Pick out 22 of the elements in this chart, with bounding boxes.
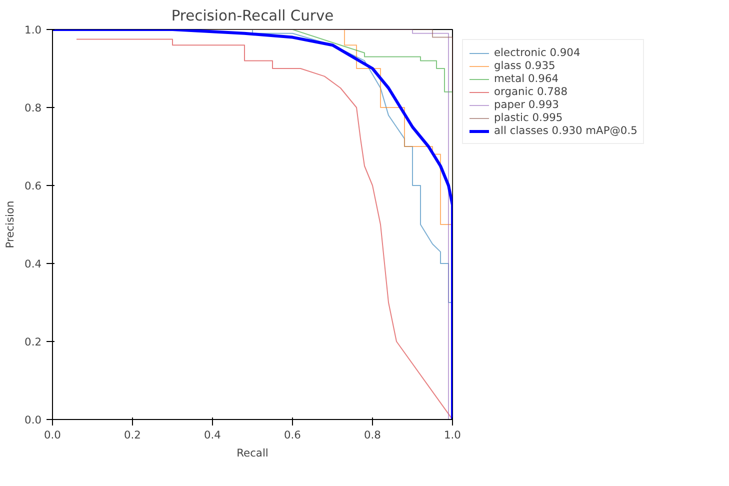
y-tick-label: 0.6 xyxy=(24,180,42,192)
y-tick-label: 0.4 xyxy=(24,258,42,270)
y-axis-title: Precision xyxy=(4,200,17,248)
y-tick-label: 0.0 xyxy=(24,414,42,426)
legend-label: organic 0.788 xyxy=(494,85,568,98)
legend-label: metal 0.964 xyxy=(494,72,558,85)
chart-title: Precision-Recall Curve xyxy=(171,8,334,24)
legend-label: all classes 0.930 mAP@0.5 xyxy=(494,124,638,137)
legend-label: electronic 0.904 xyxy=(494,46,580,59)
x-tick-label: 0.0 xyxy=(44,428,62,442)
x-tick-label: 1.0 xyxy=(444,428,462,442)
legend-label: plastic 0.995 xyxy=(494,111,563,124)
legend-label: paper 0.993 xyxy=(494,98,559,111)
x-tick-label: 0.6 xyxy=(284,428,302,442)
y-tick-label: 0.2 xyxy=(24,336,42,348)
x-axis-title: Recall xyxy=(236,446,268,460)
x-tick-label: 0.2 xyxy=(124,428,141,442)
y-tick-label: 0.8 xyxy=(24,102,42,114)
x-tick-label: 0.4 xyxy=(204,428,222,442)
legend-label: glass 0.935 xyxy=(494,59,556,72)
y-tick-label: 1.0 xyxy=(24,24,42,36)
x-tick-label: 0.8 xyxy=(364,428,382,442)
